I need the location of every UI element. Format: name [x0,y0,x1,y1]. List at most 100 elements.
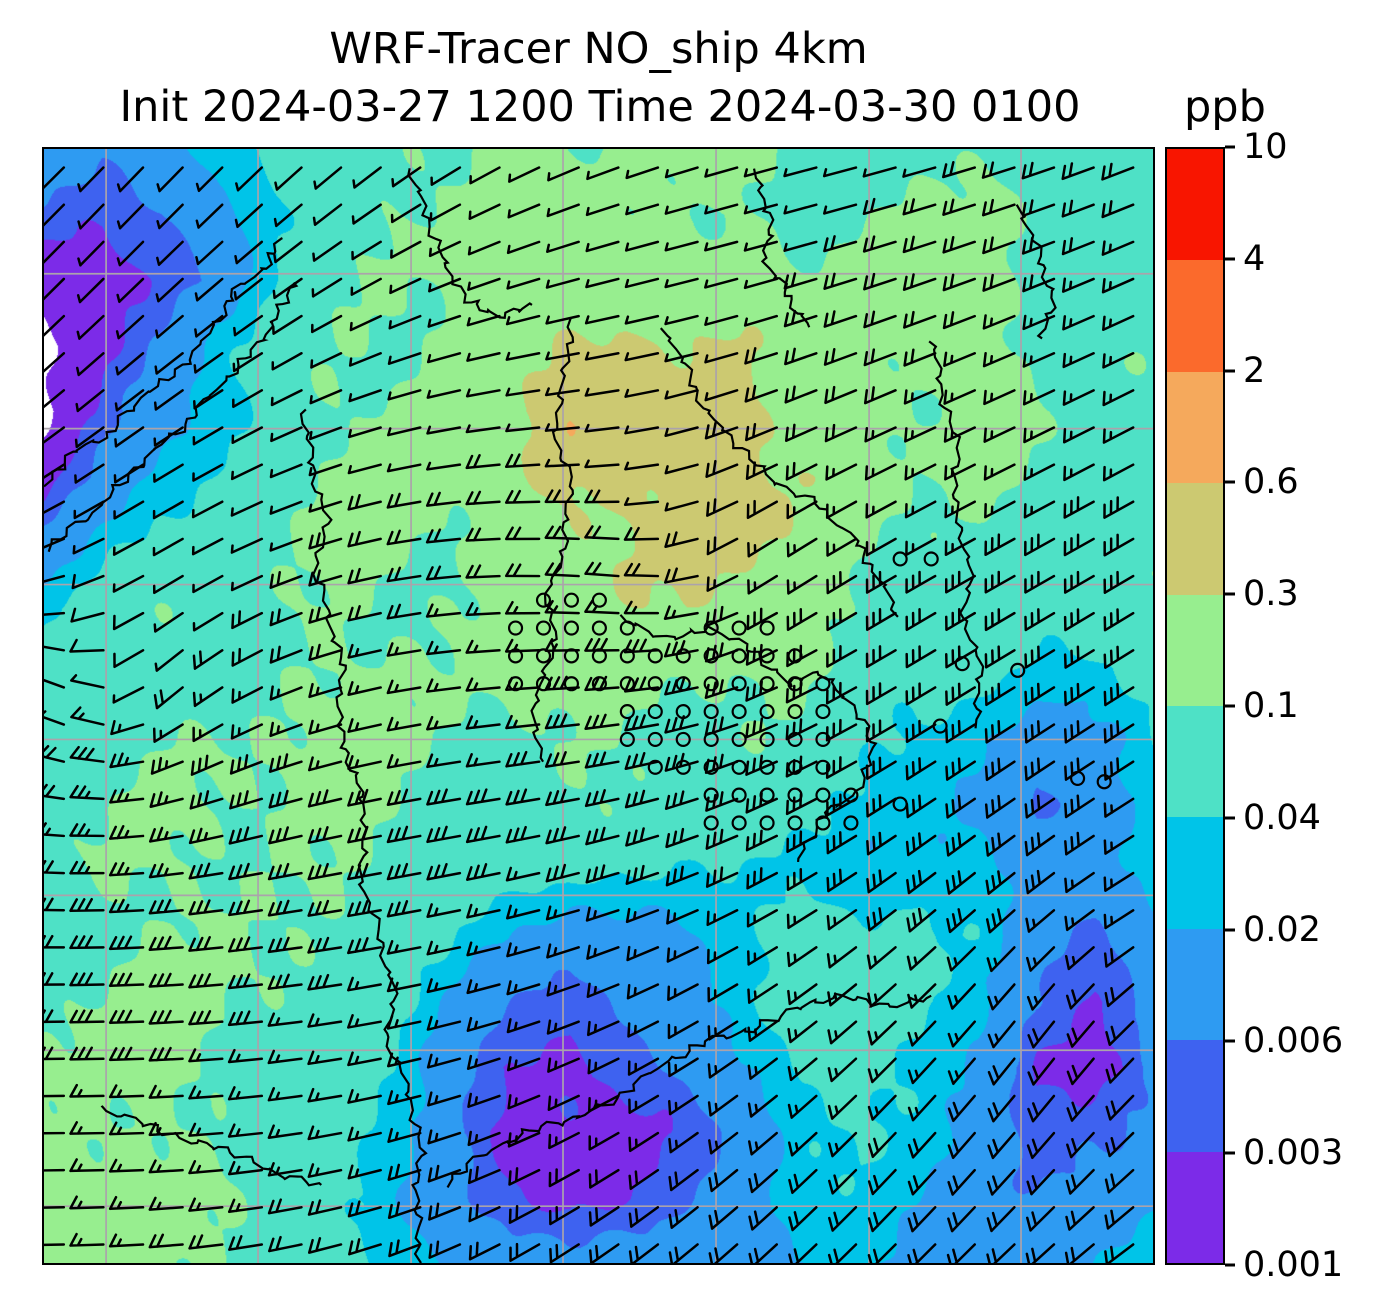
wind-barb [866,946,897,970]
wind-barb [708,1168,739,1193]
stipple-dot [815,787,831,803]
wind-barb [44,678,66,689]
wind-barb [192,686,224,708]
wind-barb [425,678,462,693]
wind-barb [44,574,66,583]
stipple-dot [787,815,803,831]
wind-barb [347,788,382,807]
wind-barb [984,645,1016,669]
wind-barb [783,272,818,290]
wind-barb [148,862,184,879]
wind-barb [44,537,66,549]
wind-barb [69,638,105,653]
colorbar-segment [1167,1040,1223,1152]
wind-barb [943,389,976,405]
wind-barb [44,500,66,514]
wind-barb [148,935,184,951]
wind-barb [904,500,937,519]
wind-barb [745,754,779,776]
wind-barb [233,314,264,337]
wind-barb [466,352,501,362]
wind-barb [347,1051,382,1067]
wind-barb [945,570,976,594]
wind-barb [745,792,779,814]
wind-barb [269,608,303,627]
wind-barb [271,352,303,371]
wind-barb [388,1239,422,1258]
wind-barb [267,1198,303,1215]
wind-barb [586,1020,620,1037]
wind-barb [1021,236,1056,255]
wind-barb [154,352,184,375]
wind-barb [115,314,145,340]
wind-barb [1101,240,1135,256]
wind-barb [108,972,145,988]
wind-barb [585,203,620,217]
wind-barb [704,389,739,402]
wind-barb [985,908,1016,934]
wind-barb [747,1094,779,1118]
wind-barb [235,166,264,192]
wind-barb [1103,909,1135,930]
wind-barb [826,946,858,969]
wind-barb [585,826,620,846]
wind-barb [628,1131,660,1153]
wind-barb [907,1094,937,1122]
wind-barb [903,389,937,405]
wind-barb [427,1129,462,1145]
wind-barb [785,755,818,778]
chart-title: WRF-Tracer NO_ship 4km [329,24,868,74]
wind-barb [707,1020,739,1041]
wind-barb [664,790,699,810]
wind-barb [467,277,501,291]
wind-barb [465,715,501,730]
wind-barb [1023,463,1056,481]
wind-barb [625,864,660,885]
wind-barb [708,1206,739,1230]
wind-barb [704,240,739,252]
wind-barb [862,166,897,178]
wind-barb [153,611,184,633]
wind-barb [588,1131,620,1151]
wind-barb [786,867,818,891]
wind-barb [44,1046,66,1061]
wind-barb [188,1048,224,1063]
wind-barb [584,675,620,692]
wind-barb [350,277,382,296]
colorbar-tick-label: 0.3 [1243,574,1299,615]
wind-barb [545,788,580,807]
wind-barb [983,389,1016,406]
wind-barb [1105,1020,1135,1046]
wind-barb [743,314,779,327]
wind-barb [153,426,184,447]
wind-barb [867,983,897,1008]
wind-barb [902,273,937,291]
stipple-dot [815,676,831,692]
wind-barb [1103,645,1135,669]
wind-barb [390,203,422,224]
wind-barb [108,935,145,951]
wind-barb [188,827,224,845]
wind-barb [506,980,541,996]
wind-barb [44,166,66,190]
wind-barb [1026,1206,1056,1232]
wind-barb [504,638,541,653]
wind-barb [69,1083,105,1098]
wind-barb [1063,720,1095,744]
wind-barb [828,1206,858,1232]
wind-barb [987,983,1016,1011]
wind-barb [267,973,303,990]
wind-barb [746,607,779,631]
wind-barb [825,681,858,705]
wind-barb [1024,869,1056,895]
wind-barb [1103,682,1135,707]
wind-barb [468,203,501,220]
wind-barb [902,198,937,216]
wind-barb [148,1009,184,1025]
wind-barb [548,1206,580,1226]
wind-barb [227,973,264,990]
wind-barb [787,983,818,1006]
wind-barb [668,1206,699,1229]
wind-barb [149,791,184,808]
colorbar-tick-mark [1225,816,1235,820]
